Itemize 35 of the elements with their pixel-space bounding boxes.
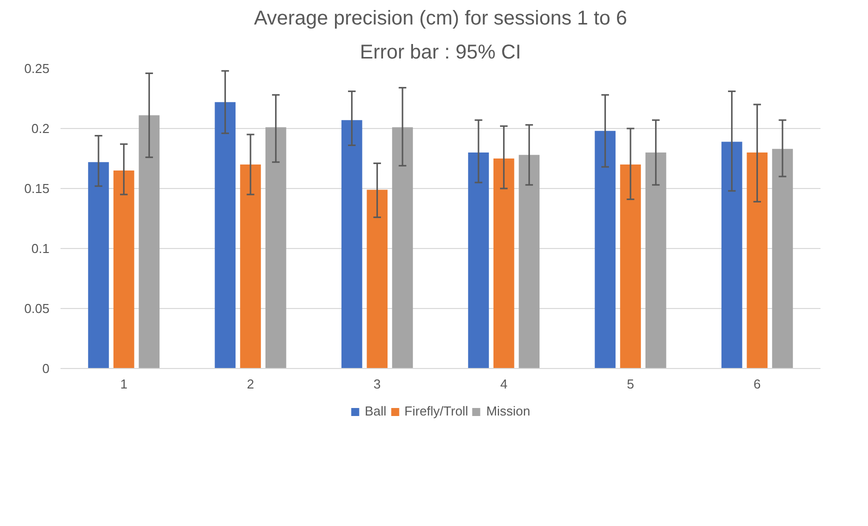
bar — [518, 154, 540, 368]
x-tick-label: 1 — [120, 376, 128, 392]
bar — [113, 170, 134, 368]
y-tick-label: 0 — [42, 361, 50, 376]
x-tick-label: 4 — [500, 376, 508, 392]
bar — [392, 127, 413, 368]
bar — [366, 190, 388, 368]
bar — [645, 152, 666, 368]
chart-title: Average precision (cm) for sessions 1 to 6 — [254, 8, 628, 30]
x-tick-label: 6 — [754, 376, 761, 392]
bar — [214, 102, 236, 368]
y-tick-label: 0.25 — [24, 61, 50, 76]
bar — [746, 152, 768, 368]
bar — [772, 148, 793, 368]
legend-label: Firefly/Troll — [404, 404, 468, 418]
y-tick-label: 0.15 — [24, 181, 50, 196]
bar — [240, 164, 261, 368]
y-tick-label: 0.05 — [24, 301, 50, 316]
legend-label: Ball — [364, 404, 386, 418]
y-tick-label: 0.1 — [31, 241, 50, 256]
y-tick-label: 0.2 — [31, 121, 50, 136]
bar — [341, 120, 362, 368]
x-tick-label: 5 — [626, 376, 634, 392]
bar — [721, 142, 742, 368]
bar — [138, 115, 160, 368]
x-tick-label: 2 — [246, 376, 254, 392]
bar — [468, 152, 489, 368]
x-tick-label: 3 — [374, 376, 381, 392]
bar — [265, 127, 286, 368]
bar — [594, 130, 616, 368]
bar — [88, 162, 109, 368]
bar — [620, 164, 641, 368]
legend-label: Mission — [486, 404, 530, 418]
chart-subtitle: Error bar : 95% CI — [360, 42, 522, 64]
bar — [493, 158, 514, 368]
